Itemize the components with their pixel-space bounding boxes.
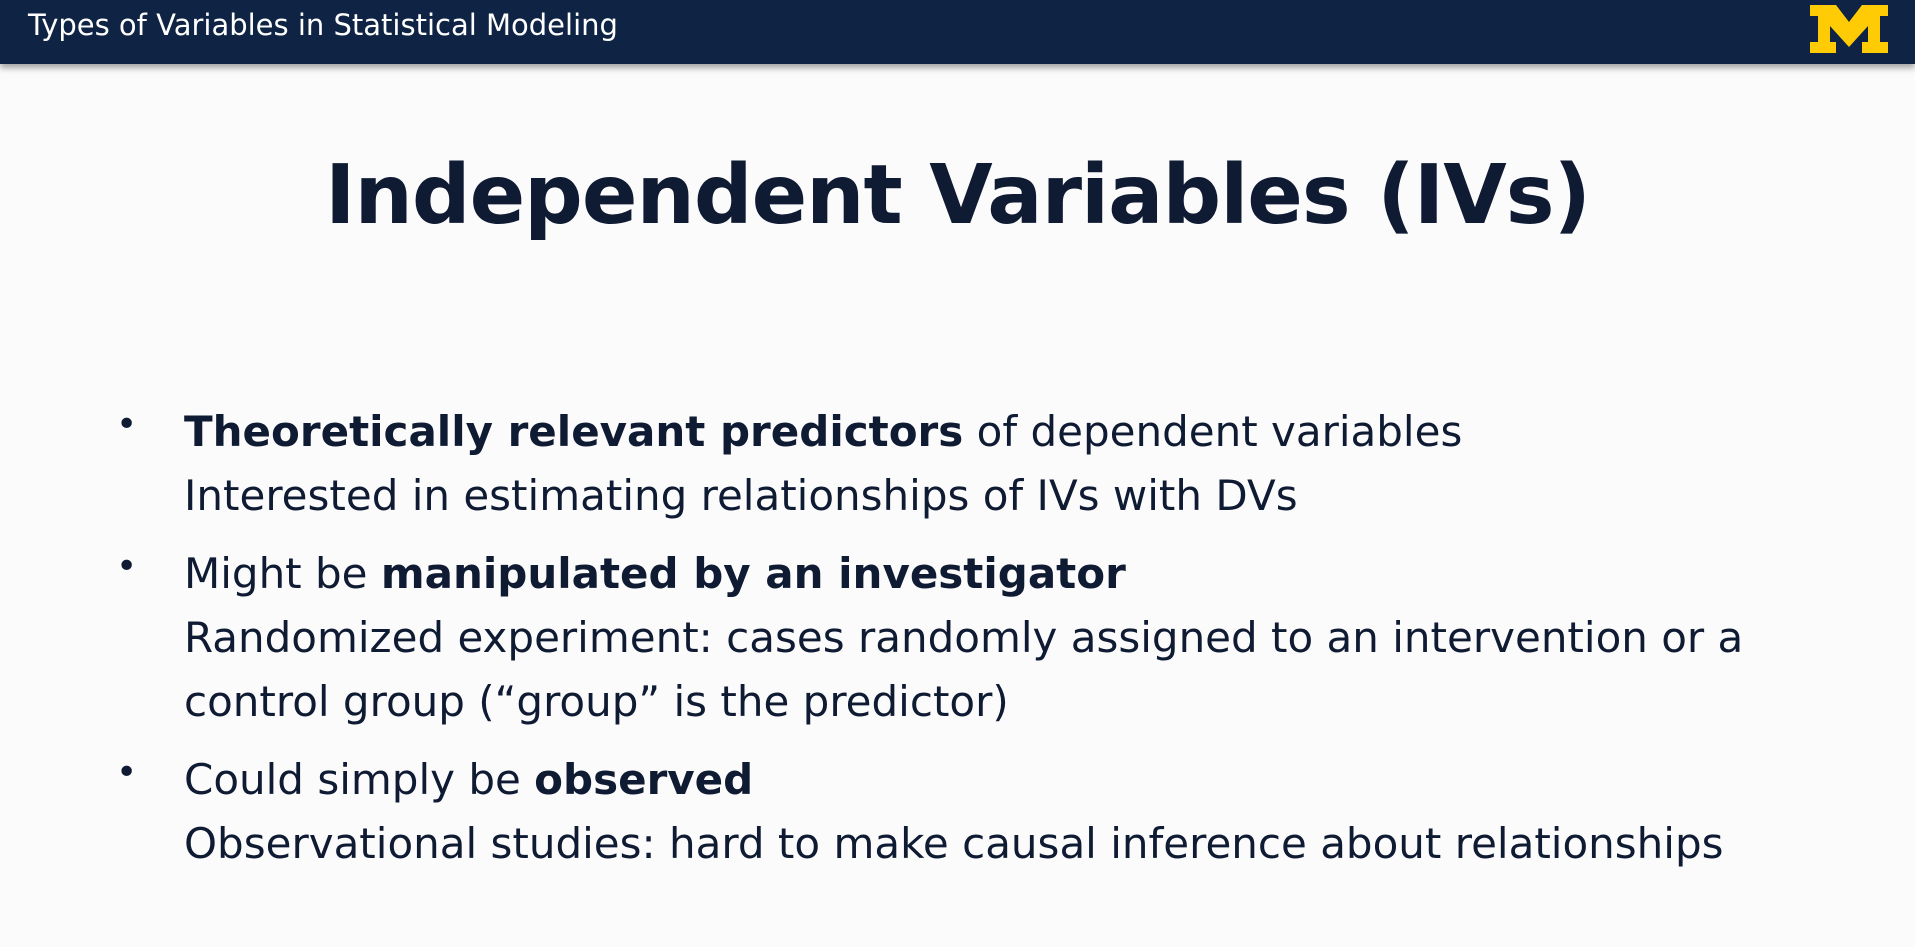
bullet-3-sub-1: Observational studies: hard to make caus… [184, 819, 1724, 868]
bullet-2-lead: Might be [184, 549, 381, 598]
bullet-2-bold: manipulated by an investigator [380, 549, 1126, 598]
bullet-item-2: • Might be manipulated by an investigato… [112, 542, 1892, 734]
university-logo-icon [1810, 5, 1888, 53]
bullet-dot: • [116, 752, 138, 793]
bullet-1-sub-1: Interested in estimating relationships o… [184, 471, 1298, 520]
header-bar: Types of Variables in Statistical Modeli… [0, 0, 1915, 64]
slide-title: Independent Variables (IVs) [324, 148, 1591, 243]
header-title: Types of Variables in Statistical Modeli… [28, 8, 618, 42]
bullet-item-1: • Theoretically relevant predictors of d… [112, 400, 1892, 528]
bullet-1-rest: of dependent variables [963, 407, 1463, 456]
bullet-2-sub-1: Randomized experiment: cases randomly as… [184, 613, 1744, 662]
bullet-1-line: Theoretically relevant predictors of dep… [184, 400, 1892, 464]
bullet-list: • Theoretically relevant predictors of d… [112, 400, 1892, 890]
bullet-1-bold: Theoretically relevant predictors [184, 407, 964, 456]
bullet-item-3: • Could simply be observed Observational… [112, 748, 1892, 876]
bullet-dot: • [116, 404, 138, 445]
bullet-dot: • [116, 546, 138, 587]
bullet-3-lead: Could simply be [184, 755, 535, 804]
bullet-2-line: Might be manipulated by an investigator [184, 542, 1892, 606]
bullet-2-sub-2: control group (“group” is the predictor) [184, 677, 1009, 726]
bullet-3-line: Could simply be observed [184, 748, 1892, 812]
bullet-3-bold: observed [534, 755, 754, 804]
